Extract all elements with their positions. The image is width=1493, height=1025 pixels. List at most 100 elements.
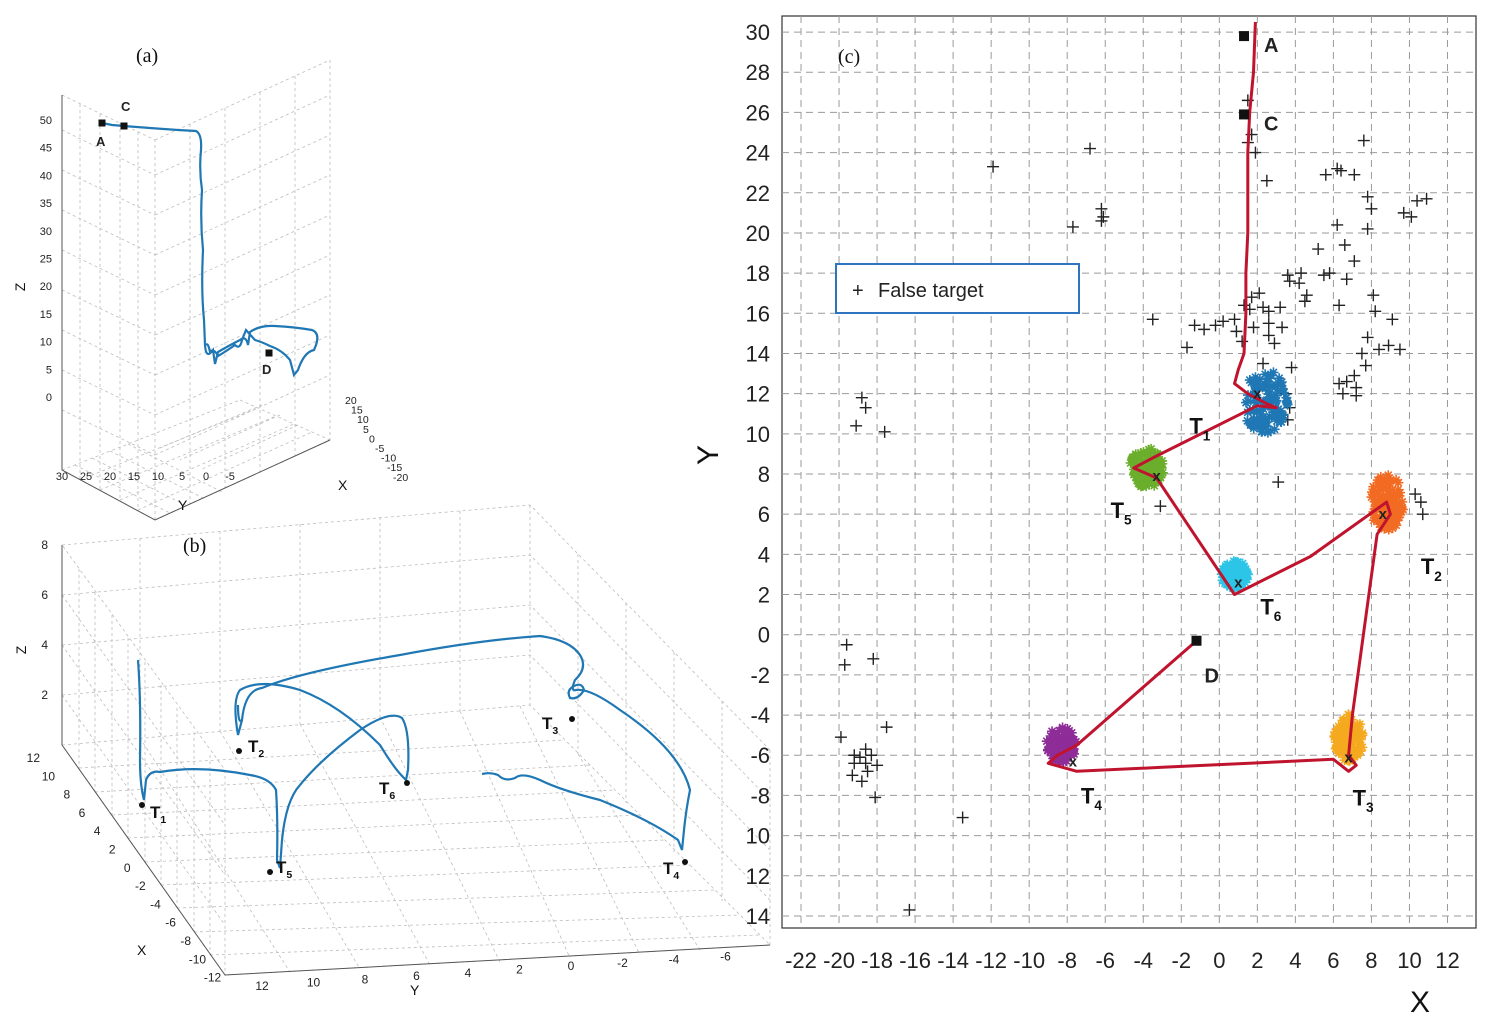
cluster-marker [1332, 732, 1343, 743]
legend-label: False target [878, 280, 984, 302]
panel-a-xtick: 15 [351, 405, 363, 417]
panel-c-label-d: D [1204, 666, 1218, 688]
cluster-marker [1067, 737, 1078, 748]
false-target-marker [1340, 375, 1353, 388]
false-target-marker [1323, 267, 1336, 280]
false-target-marker [1238, 299, 1251, 312]
cluster-marker [1125, 457, 1136, 468]
false-target-marker [1281, 269, 1294, 282]
cluster-marker [1143, 477, 1154, 488]
false-target-marker [1084, 142, 1097, 155]
panel-a-ytick: 20 [104, 471, 116, 483]
cluster-marker [1049, 730, 1060, 741]
false-target-marker [1262, 329, 1275, 342]
cluster-marker [1263, 379, 1274, 390]
cluster-marker [1277, 383, 1288, 394]
panel-c-xtick: -10 [1013, 948, 1045, 973]
cluster-marker [1254, 374, 1265, 385]
panel-c-target-x-2: x [1379, 506, 1388, 523]
false-target-marker [850, 419, 863, 432]
false-target-marker [1361, 222, 1374, 235]
cluster-marker [1352, 719, 1363, 730]
cluster-marker [1381, 483, 1392, 494]
cluster-marker [1230, 578, 1241, 589]
cluster-marker [1266, 412, 1277, 423]
cluster-marker [1272, 377, 1283, 388]
cluster-marker [1342, 723, 1353, 734]
false-target-marker [1249, 146, 1262, 159]
panel-b-ytick: -4 [669, 953, 680, 967]
panel-c-ytick: -2 [750, 663, 770, 688]
panel-c-xtick: -8 [1057, 948, 1077, 973]
panel-a-ztick: 50 [40, 115, 52, 127]
panel-a-ytick: 15 [128, 471, 140, 483]
panel-b-target-label-1: T1 [150, 803, 166, 826]
false-target-marker [1236, 335, 1249, 348]
panel-a-ytick: 5 [179, 471, 185, 483]
cluster-marker [1237, 567, 1248, 578]
cluster-marker [1330, 727, 1341, 738]
cluster-marker [1334, 746, 1345, 757]
false-target-marker [867, 652, 880, 665]
cluster-marker [1240, 565, 1251, 576]
panel-c-ytick: 28 [746, 60, 770, 85]
false-target-marker [869, 791, 882, 804]
cluster-marker [1239, 562, 1250, 573]
cluster-marker [1061, 755, 1072, 766]
panel-b-ylabel: Y [410, 982, 420, 998]
cluster-marker [1390, 501, 1401, 512]
cluster-marker [1155, 468, 1166, 479]
false-target-marker [1382, 339, 1395, 352]
false-target-marker [1293, 277, 1306, 290]
panel-a-xtick: 10 [357, 414, 369, 426]
panel-c-xtick: 0 [1213, 948, 1225, 973]
cluster-marker [1240, 577, 1251, 588]
cluster-marker [1234, 569, 1245, 580]
false-target-marker [1228, 313, 1241, 326]
cluster-marker [1393, 477, 1404, 488]
panel-a-xtick: 5 [363, 424, 369, 436]
panel-c-plot-area [781, 15, 1477, 929]
cluster-marker [1375, 489, 1386, 500]
panel-c-clusters [1041, 367, 1408, 768]
false-target-marker [853, 751, 866, 764]
panel-a-marker-a [98, 119, 106, 127]
panel-a-label-c: C [121, 99, 131, 114]
false-target-marker [871, 759, 884, 772]
panel-a-grid [61, 59, 331, 521]
cluster-marker [1396, 506, 1407, 517]
false-target-marker [1188, 319, 1201, 332]
panel-b-zlabel: Z [13, 645, 29, 654]
panel-c-ytick: 6 [758, 502, 770, 527]
panel-a-ytick: 0 [203, 471, 209, 483]
cluster-marker [1143, 444, 1154, 455]
cluster-marker [1272, 412, 1283, 423]
false-target-marker [1348, 255, 1361, 268]
panel-c-label-c: C [1264, 113, 1278, 135]
panel-a-title: (a) [136, 45, 158, 67]
false-target-marker [1272, 476, 1285, 489]
false-target-marker [1097, 210, 1110, 223]
panel-b-ytick: -6 [720, 949, 731, 963]
false-target-marker [1300, 289, 1313, 302]
cluster-marker [1242, 415, 1253, 426]
cluster-marker [1128, 452, 1139, 463]
panel-b-target-dot-2 [236, 748, 242, 754]
false-target-marker [865, 749, 878, 762]
cluster-marker [1145, 464, 1156, 475]
false-target-marker [846, 769, 859, 782]
panel-c-target-label-2: T2 [1421, 554, 1442, 584]
cluster-marker [1351, 727, 1362, 738]
panel-c-xtick: -16 [899, 948, 931, 973]
panel-a-marker-c [120, 122, 128, 130]
panel-b-target-dot-3 [569, 716, 575, 722]
false-target-marker [1268, 337, 1281, 350]
panel-b-ytick: 4 [465, 966, 472, 980]
cluster-marker [1389, 497, 1400, 508]
panel-b-xtick: -2 [135, 879, 146, 893]
cluster-marker [1249, 376, 1260, 387]
legend-marker: + [852, 280, 864, 302]
panel-c-yticks: 302826242220181614121086420-2-4-6-810121… [746, 20, 770, 929]
cluster-T6 [1216, 556, 1253, 593]
panel-c-xtick: -4 [1133, 948, 1153, 973]
